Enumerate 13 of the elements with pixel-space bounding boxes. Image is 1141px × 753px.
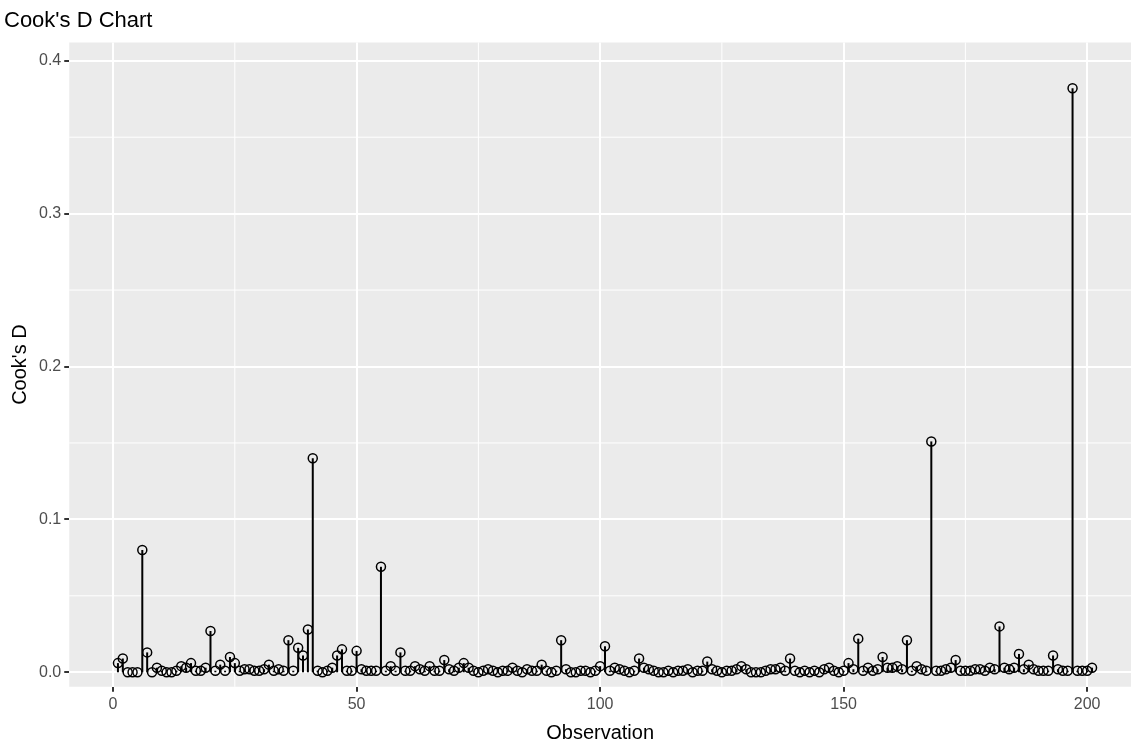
y-tick-label: 0.4 [38,51,62,69]
chart-title: Cook's D Chart [4,7,153,33]
y-tick-label: 0.0 [38,662,62,680]
x-tick-label: 50 [347,694,366,712]
x-tick-label: 150 [830,694,858,712]
x-tick-label: 0 [108,694,118,712]
x-tick-label: 100 [586,694,614,712]
y-tick-label: 0.3 [38,204,62,222]
y-tick-label: 0.2 [38,356,62,374]
x-axis-title: Observation [546,720,655,743]
y-axis-title: Cook's D [7,324,30,405]
y-tick-label: 0.1 [38,509,62,527]
x-tick-label: 200 [1073,694,1101,712]
